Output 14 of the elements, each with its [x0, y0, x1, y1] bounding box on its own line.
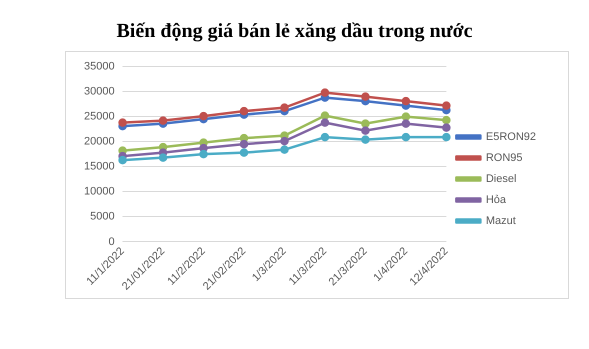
chart-title: Biến động giá bán lẻ xăng dầu trong nước	[115, 20, 474, 43]
y-tick-label: 0	[108, 236, 115, 248]
legend-label: RON95	[486, 152, 523, 164]
y-tick-label: 35000	[84, 60, 115, 73]
y-tick-label: 30000	[84, 86, 115, 98]
y-tick-label: 15000	[84, 160, 115, 173]
legend-label: E5RON92	[486, 131, 536, 144]
y-tick-label: 5000	[90, 210, 115, 223]
y-tick-label: 10000	[84, 186, 115, 198]
legend-label: Diesel	[486, 173, 516, 186]
legend-label: Mazut	[486, 215, 516, 228]
y-tick-label: 20000	[84, 136, 115, 148]
legend-label: Hỏa	[486, 194, 507, 206]
y-tick-label: 25000	[84, 110, 115, 123]
